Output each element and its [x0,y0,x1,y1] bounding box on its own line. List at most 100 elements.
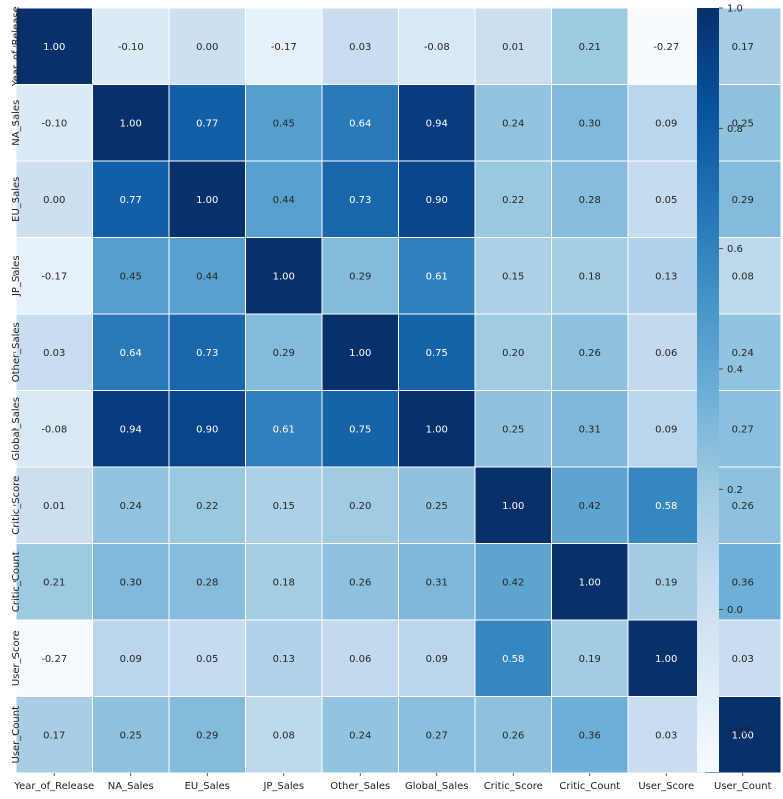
colorbar-tick-label-0.2: 0.2 [727,485,743,496]
cell-label-EU_Sales-JP_Sales: 0.44 [273,195,295,206]
cell-User_Count-JP_Sales [245,696,323,774]
cell-label-Year_of_Release-Critic_Count: 0.21 [579,42,601,53]
cell-label-User_Count-JP_Sales: 0.08 [273,730,295,741]
cell-Global_Sales-NA_Sales [92,390,170,468]
cell-label-User_Score-Global_Sales: 0.09 [426,654,448,665]
colorbar-tick-label-−0.2: −0.2 [727,725,751,736]
cell-NA_Sales-User_Score [627,84,705,162]
cell-Year_of_Release-NA_Sales [92,7,170,85]
cell-Critic_Score-EU_Sales [168,466,246,544]
cell-label-Critic_Score-NA_Sales: 0.24 [120,501,142,512]
cell-label-JP_Sales-JP_Sales: 1.00 [273,271,295,282]
cell-label-Other_Sales-Critic_Score: 0.20 [502,348,524,359]
cell-Critic_Count-Year_of_Release [15,543,93,621]
cell-Other_Sales-User_Score [627,313,705,391]
cell-User_Count-EU_Sales [168,696,246,774]
cell-User_Score-User_Score [627,619,705,697]
x-tick-label-Critic_Score: Critic_Score [484,781,543,792]
cell-JP_Sales-Global_Sales [398,237,476,315]
cell-label-Global_Sales-EU_Sales: 0.90 [196,424,218,435]
x-tick-label-User_Score: User_Score [638,781,694,792]
y-tick-label-Year_of_Release: Year_of_Release [11,6,22,87]
cell-User_Count-Critic_Score [474,696,552,774]
cell-EU_Sales-Year_of_Release [15,160,93,238]
cell-label-Other_Sales-EU_Sales: 0.73 [196,348,218,359]
cell-label-Critic_Score-Year_of_Release: 0.01 [43,501,65,512]
cell-label-EU_Sales-Year_of_Release: 0.00 [43,195,65,206]
cell-label-EU_Sales-Global_Sales: 0.90 [426,195,448,206]
cell-label-NA_Sales-JP_Sales: 0.45 [273,118,295,129]
y-tick-label-Critic_Score: Critic_Score [11,476,22,535]
x-axis-ticks: Year_of_Release NA_Sales EU_Sales JP_Sales O… [13,773,772,792]
y-tick-label-Other_Sales: Other_Sales [11,322,22,382]
cell-label-Global_Sales-Critic_Count: 0.31 [579,424,601,435]
cell-JP_Sales-Other_Sales [321,237,399,315]
y-tick-label-User_Score: User_Score [11,630,22,686]
x-tick-label-Year_of_Release: Year_of_Release [13,781,94,792]
cell-Year_of_Release-JP_Sales [245,7,323,85]
cell-label-User_Count-Global_Sales: 0.27 [426,730,448,741]
colorbar-tick-label-1.0: 1.0 [727,4,743,15]
cell-Global_Sales-EU_Sales [168,390,246,468]
cell-label-Global_Sales-User_Count: 0.27 [732,424,754,435]
cell-Year_of_Release-Other_Sales [321,7,399,85]
cell-Global_Sales-User_Score [627,390,705,468]
cell-Critic_Score-Critic_Count [551,466,629,544]
cell-EU_Sales-Global_Sales [398,160,476,238]
cell-label-User_Score-NA_Sales: 0.09 [120,654,142,665]
cell-NA_Sales-Critic_Count [551,84,629,162]
x-tick-label-EU_Sales: EU_Sales [185,781,230,792]
cell-User_Score-Global_Sales [398,619,476,697]
cell-label-JP_Sales-User_Count: 0.08 [732,271,754,282]
cell-label-User_Score-Critic_Score: 0.58 [502,654,524,665]
cell-label-Year_of_Release-JP_Sales: -0.17 [271,42,297,53]
cell-label-Year_of_Release-User_Score: -0.27 [653,42,679,53]
cell-label-NA_Sales-NA_Sales: 1.00 [120,118,142,129]
cell-label-EU_Sales-Critic_Score: 0.22 [502,195,524,206]
cell-label-User_Count-Year_of_Release: 0.17 [43,730,65,741]
cell-label-Critic_Score-User_Score: 0.58 [655,501,677,512]
cell-label-Other_Sales-User_Score: 0.06 [655,348,677,359]
cell-User_Count-Critic_Count [551,696,629,774]
cell-EU_Sales-User_Score [627,160,705,238]
cell-label-Critic_Count-JP_Sales: 0.18 [273,577,295,588]
cell-label-Year_of_Release-NA_Sales: -0.10 [118,42,144,53]
cell-label-Global_Sales-Critic_Score: 0.25 [502,424,524,435]
cell-label-Year_of_Release-User_Count: 0.17 [732,42,754,53]
cell-Other_Sales-Critic_Score [474,313,552,391]
cell-label-User_Score-User_Score: 1.00 [655,654,677,665]
cell-label-User_Score-User_Count: 0.03 [732,654,754,665]
cell-label-NA_Sales-User_Count: 0.25 [732,118,754,129]
cell-label-User_Count-EU_Sales: 0.29 [196,730,218,741]
cell-label-Critic_Score-JP_Sales: 0.15 [273,501,295,512]
cell-Critic_Count-EU_Sales [168,543,246,621]
cell-label-Year_of_Release-Global_Sales: -0.08 [424,42,450,53]
cell-label-Other_Sales-JP_Sales: 0.29 [273,348,295,359]
cell-User_Score-Critic_Count [551,619,629,697]
cell-label-User_Score-EU_Sales: 0.05 [196,654,218,665]
cell-label-NA_Sales-EU_Sales: 0.77 [196,118,218,129]
colorbar-ticks: 1.0 0.8 0.6 0.4 0.2 0.0 −0.2 [719,4,751,736]
cell-label-Other_Sales-Critic_Count: 0.26 [579,348,601,359]
cell-User_Score-EU_Sales [168,619,246,697]
cell-label-NA_Sales-Critic_Score: 0.24 [502,118,524,129]
cell-label-Global_Sales-Global_Sales: 1.00 [426,424,448,435]
cell-label-Year_of_Release-Other_Sales: 0.03 [349,42,371,53]
cell-User_Count-Global_Sales [398,696,476,774]
cell-label-Other_Sales-NA_Sales: 0.64 [120,348,142,359]
cell-label-JP_Sales-NA_Sales: 0.45 [120,271,142,282]
cell-label-JP_Sales-Critic_Count: 0.18 [579,271,601,282]
cell-label-Critic_Score-User_Count: 0.26 [732,501,754,512]
cell-label-EU_Sales-Critic_Count: 0.28 [579,195,601,206]
colorbar-tick-label-0.6: 0.6 [727,244,743,255]
cell-label-Critic_Score-Global_Sales: 0.25 [426,501,448,512]
cell-Critic_Count-Global_Sales [398,543,476,621]
cell-label-User_Count-Critic_Score: 0.26 [502,730,524,741]
cell-Critic_Count-Critic_Score [474,543,552,621]
cell-label-User_Score-JP_Sales: 0.13 [273,654,295,665]
cell-Global_Sales-Other_Sales [321,390,399,468]
cell-NA_Sales-Global_Sales [398,84,476,162]
cell-Year_of_Release-Global_Sales [398,7,476,85]
cell-label-Global_Sales-Year_of_Release: -0.08 [41,424,67,435]
cell-Critic_Score-Year_of_Release [15,466,93,544]
